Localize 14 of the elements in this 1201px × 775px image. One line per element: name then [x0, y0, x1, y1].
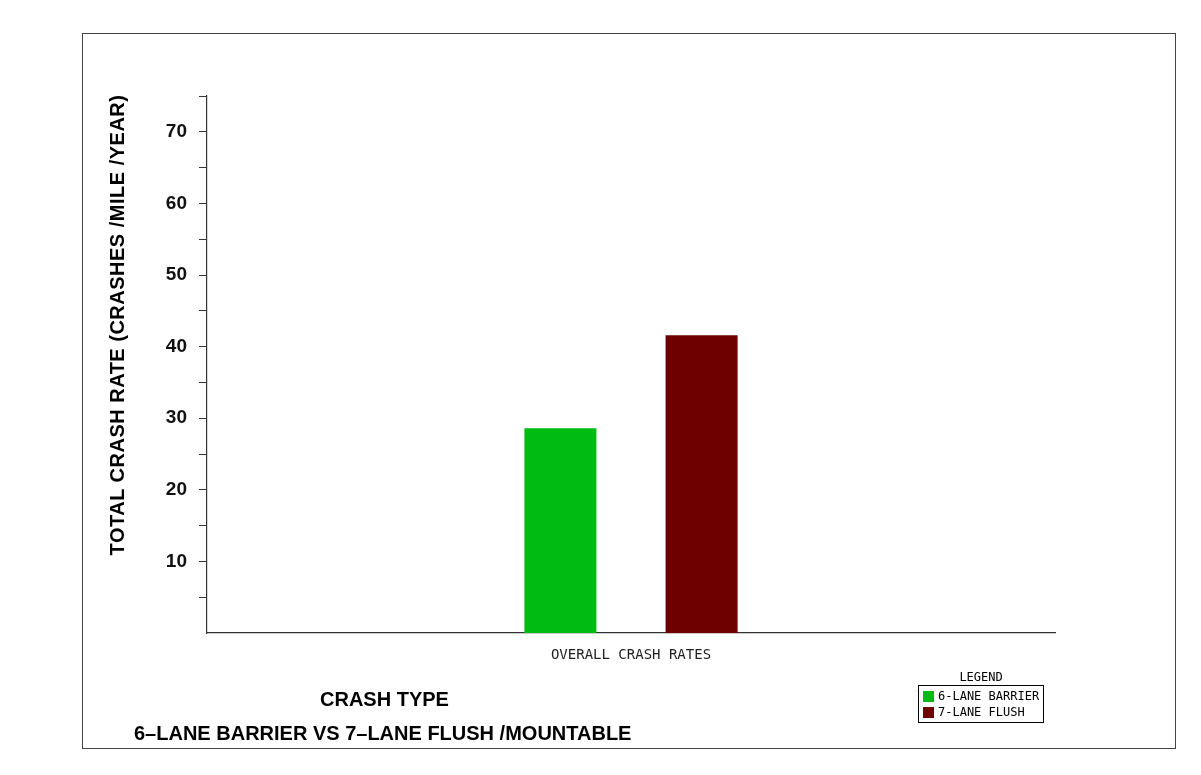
x-tick-label: OVERALL CRASH RATES: [550, 646, 712, 663]
x-axis-title: CRASH TYPE: [320, 688, 449, 711]
y-tick-label: 30: [165, 406, 187, 428]
y-tick-label: 10: [165, 549, 187, 571]
legend-label: 7-LANE FLUSH: [938, 704, 1025, 720]
y-tick-label: 50: [165, 263, 187, 285]
text: 6–LANE BARRIER VS 7–LANE FLUSH /MOUNTABLE: [134, 722, 632, 745]
legend-label: 6-LANE BARRIER: [938, 688, 1040, 704]
y-tick-label: 60: [165, 191, 187, 213]
y-tick-label: 40: [165, 334, 187, 356]
y-tick-label: 20: [165, 478, 187, 500]
y-tick-label: 70: [165, 120, 187, 142]
legend-title: LEGEND: [958, 670, 1004, 684]
y-axis-title: TOTAL CRASH RATE (CRASHES /MILE /YEAR): [105, 94, 129, 556]
